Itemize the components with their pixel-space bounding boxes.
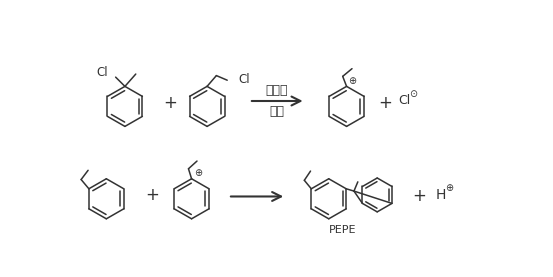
Text: Cl: Cl bbox=[238, 73, 250, 86]
Text: +: + bbox=[378, 94, 392, 112]
Text: PEPE: PEPE bbox=[329, 225, 357, 235]
Text: 重排: 重排 bbox=[269, 105, 284, 118]
Text: +: + bbox=[145, 186, 159, 204]
Text: +: + bbox=[413, 188, 426, 206]
Text: ⊕: ⊕ bbox=[348, 76, 356, 86]
Text: Cl: Cl bbox=[399, 94, 411, 107]
Text: ⊙: ⊙ bbox=[409, 89, 418, 99]
Text: Cl: Cl bbox=[96, 66, 108, 79]
Text: H: H bbox=[436, 188, 446, 202]
Text: +: + bbox=[163, 94, 177, 112]
Text: ⊕: ⊕ bbox=[195, 168, 202, 178]
Text: ⊕: ⊕ bbox=[445, 183, 453, 193]
Text: 催化剂: 催化剂 bbox=[265, 84, 288, 97]
